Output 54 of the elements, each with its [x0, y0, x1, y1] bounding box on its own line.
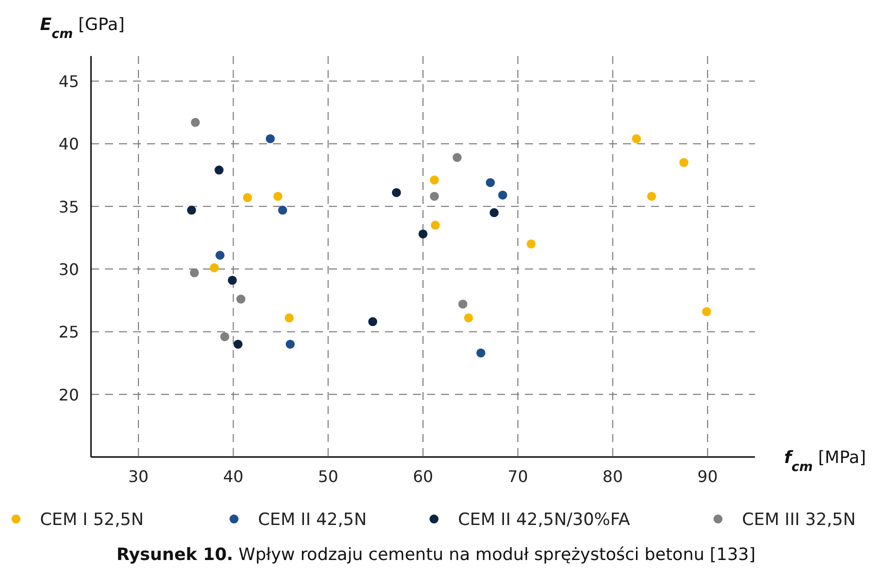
x-tick-label: 50 [318, 467, 338, 486]
y-tick-label: 40 [58, 134, 79, 154]
x-tick-label: 40 [223, 467, 244, 486]
point [490, 208, 499, 218]
point [647, 192, 656, 201]
point [368, 317, 378, 326]
point [418, 229, 428, 238]
point [702, 307, 712, 316]
legend-label: CEM I 52,5N [40, 510, 144, 530]
point [228, 276, 237, 285]
legend-label: CEM III 32,5N [742, 510, 856, 530]
point [679, 158, 688, 168]
point [236, 294, 246, 304]
point [486, 178, 495, 188]
legend-label: CEM II 42,5N/30%FA [458, 510, 630, 530]
x-tick-label: 80 [602, 467, 623, 486]
y-tick-label: 20 [58, 385, 79, 404]
point [190, 268, 199, 278]
x-axis-title: f$_{cm}$ [MPa] [784, 448, 866, 474]
y-axis-title: E$_{cm}$ [GPa] [40, 15, 125, 42]
point [284, 313, 294, 322]
x-tick-label: 70 [508, 467, 528, 486]
point [430, 192, 439, 201]
legend-label: CEM II 42,5N [258, 510, 367, 530]
y-tick-label: 45 [58, 72, 79, 92]
point [210, 263, 219, 272]
point [214, 166, 224, 175]
point [632, 134, 641, 144]
x-tick-label: 90 [697, 467, 718, 486]
point [430, 220, 440, 230]
point [430, 176, 439, 185]
point [476, 348, 486, 358]
text: Rysunek 10. Wpływ rodzaju cementu na moduł sprężystości betonu [133] [116, 545, 756, 565]
y-tick-label: 30 [58, 260, 79, 280]
y-tick-label: 25 [58, 322, 79, 342]
point [464, 313, 474, 322]
point [243, 193, 252, 202]
point [234, 340, 243, 349]
point [273, 192, 282, 201]
point [392, 188, 401, 198]
point [266, 134, 275, 144]
point [220, 332, 230, 342]
point [216, 250, 225, 260]
point [498, 190, 508, 200]
y-tick-label: 35 [58, 197, 79, 216]
point [458, 300, 468, 309]
point [286, 340, 295, 349]
x-tick-label: 60 [412, 467, 434, 486]
point [452, 153, 462, 162]
point [278, 206, 288, 215]
point [190, 118, 200, 127]
point [187, 206, 196, 215]
x-tick-label: 30 [128, 467, 149, 486]
point [526, 239, 536, 248]
